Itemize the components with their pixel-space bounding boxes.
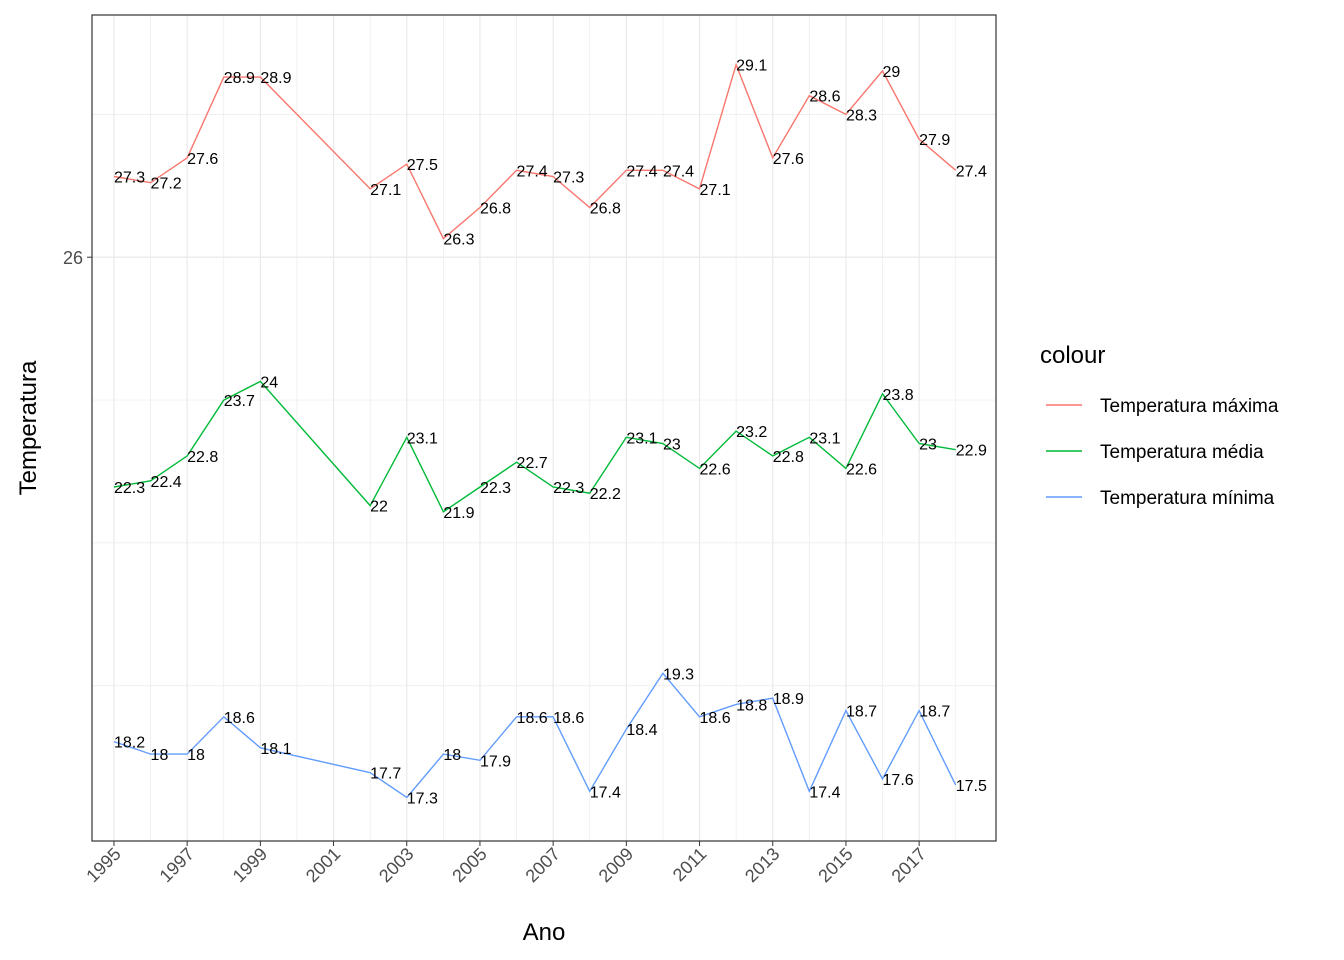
series-lines [113,62,957,799]
data-label: 18.6 [553,710,584,727]
data-label: 22.6 [700,461,731,478]
data-label: 18.1 [260,741,291,758]
data-label: 27.6 [187,151,218,168]
data-label: 29 [883,64,901,81]
x-tick-label: 2009 [595,844,637,886]
data-label: 22.8 [187,449,218,466]
data-label: 18.8 [736,697,767,714]
data-label: 23.2 [736,424,767,441]
grid-lines [92,15,996,841]
data-label: 22.8 [773,449,804,466]
data-label: 26.8 [480,201,511,218]
data-label: 22.3 [553,480,584,497]
data-label: 17.9 [480,753,511,770]
x-tick-label: 2003 [375,844,417,886]
data-label: 22.3 [480,480,511,497]
data-label: 27.4 [517,163,548,180]
data-label: 22.7 [517,455,548,472]
data-label: 28.9 [224,70,255,87]
data-label: 28.6 [809,89,840,106]
data-label: 22.3 [114,480,145,497]
data-label: 23.1 [626,430,657,447]
y-axis-title: Temperatura [15,360,42,495]
data-label: 24 [260,374,278,391]
data-label: 18 [151,747,169,764]
data-label: 27.1 [370,182,401,199]
legend-label: Temperatura média [1100,442,1264,463]
data-label: 18.7 [846,704,877,721]
data-label: 19.3 [663,666,694,683]
data-label: 18.6 [517,710,548,727]
data-label: 17.7 [370,766,401,783]
data-label: 18.9 [773,691,804,708]
x-tick-label: 1995 [82,844,124,886]
data-label: 18.4 [626,722,657,739]
data-label: 22.4 [151,474,182,491]
data-label: 23.1 [407,430,438,447]
legend: colour Temperatura máxima Temperatura méd… [1040,342,1279,509]
x-tick-label: 2011 [669,844,711,886]
data-label: 22 [370,499,388,516]
data-label: 17.4 [590,784,621,801]
data-label: 18.7 [919,704,950,721]
plot-panel-border [91,14,997,842]
data-label: 27.4 [956,163,987,180]
data-label: 27.4 [626,163,657,180]
data-label: 27.9 [919,132,950,149]
data-label: 27.6 [773,151,804,168]
data-label: 27.3 [114,169,145,186]
data-label: 27.1 [700,182,731,199]
x-tick-label: 2017 [888,844,930,886]
data-label: 21.9 [443,505,474,522]
x-tick-label: 2005 [448,844,490,886]
data-label: 17.6 [883,772,914,789]
data-label: 18 [443,747,461,764]
data-label: 17.5 [956,778,987,795]
data-label: 17.3 [407,791,438,808]
data-label: 23.7 [224,393,255,410]
legend-title: colour [1040,342,1105,369]
data-label: 22.2 [590,486,621,503]
series-line [113,62,957,240]
data-label: 17.4 [809,784,840,801]
x-tick-label: 2013 [741,844,783,886]
data-label: 28.9 [260,70,291,87]
data-label: 22.9 [956,443,987,460]
data-label: 29.1 [736,58,767,75]
x-tick-label: 2015 [814,844,856,886]
series-line [113,380,956,513]
data-label: 23.8 [883,387,914,404]
data-label: 18.2 [114,735,145,752]
data-label: 27.4 [663,163,694,180]
data-label: 23 [919,437,937,454]
data-label: 27.2 [151,176,182,193]
x-tick-label: 1997 [156,844,198,886]
data-label: 27.3 [553,169,584,186]
data-label: 28.3 [846,107,877,124]
x-tick-label: 2001 [302,844,344,886]
legend-label: Temperatura mínima [1100,488,1275,509]
data-label: 26.8 [590,201,621,218]
legend-label: Temperatura máxima [1100,396,1279,417]
data-label: 22.6 [846,461,877,478]
data-labels: 27.3 27.2 27.6 28.9 28.9 27.1 27.5 26.3 26.8 27.4… [114,58,987,808]
x-tick-label: 1999 [229,844,271,886]
series-line [113,672,957,799]
data-label: 26.3 [443,232,474,249]
data-label: 27.5 [407,157,438,174]
data-label: 18.6 [700,710,731,727]
data-label: 18 [187,747,205,764]
data-label: 23 [663,437,681,454]
axes: 26 1995 1997 1999 2001 2003 2005 2007 2009 2011 20… [63,248,930,886]
data-label: 23.1 [809,430,840,447]
x-axis-title: Ano [523,919,566,946]
x-tick-label: 2007 [522,844,564,886]
y-tick-label: 26 [63,248,83,268]
data-label: 18.6 [224,710,255,727]
